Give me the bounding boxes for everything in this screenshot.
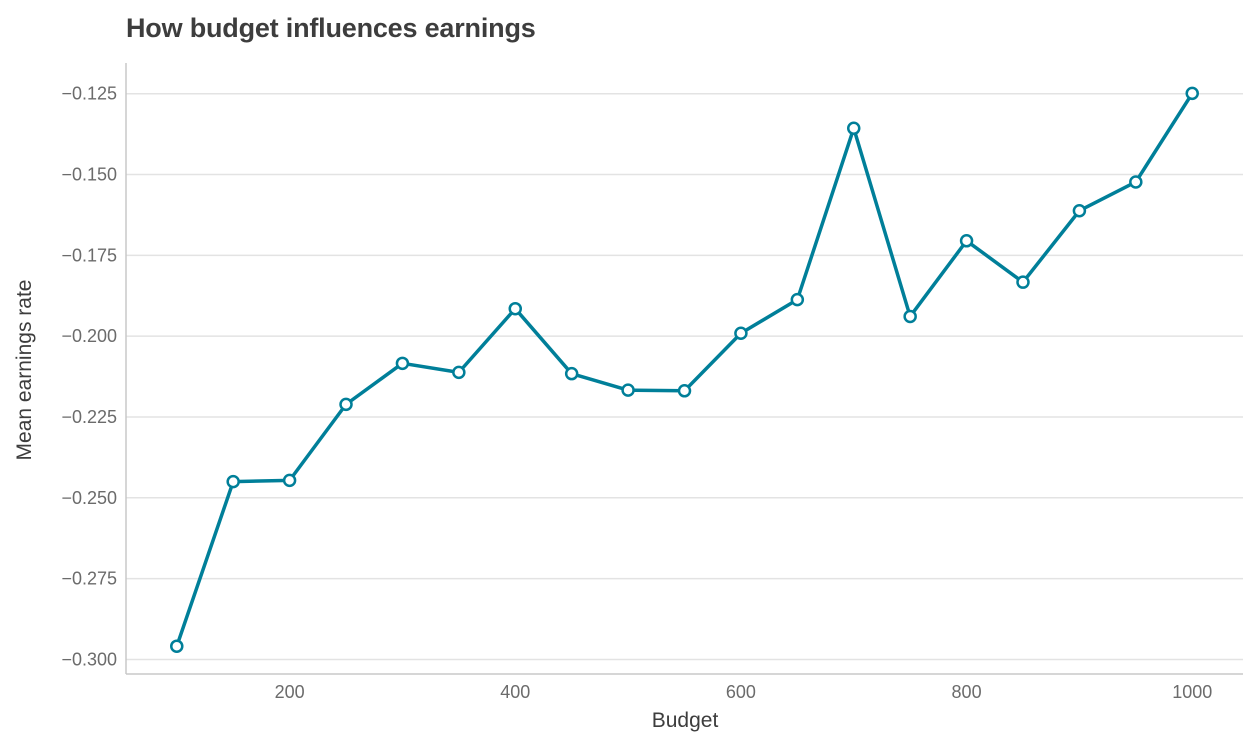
y-tick-label: −0.275 <box>61 569 117 589</box>
data-point <box>959 234 974 248</box>
data-point <box>677 384 692 398</box>
x-tick-label: 800 <box>952 682 982 702</box>
x-tick-label: 600 <box>726 682 756 702</box>
grid-lines <box>126 92 1243 661</box>
x-tick-label: 200 <box>275 682 305 702</box>
y-tick-label: −0.200 <box>61 326 117 346</box>
y-tick-label: −0.300 <box>61 649 117 669</box>
data-point <box>790 292 805 307</box>
x-tick-labels: 200 400 600 800 1000 <box>275 682 1213 702</box>
data-point <box>508 301 523 316</box>
data-point <box>339 397 353 412</box>
y-axis-title: Mean earnings rate <box>13 280 36 461</box>
data-point <box>846 121 861 136</box>
y-tick-label: −0.175 <box>61 245 117 265</box>
data-point <box>452 365 466 380</box>
data-point <box>282 473 297 488</box>
y-tick-label: −0.125 <box>61 84 117 104</box>
x-tick-label: 1000 <box>1172 682 1212 702</box>
data-point <box>734 326 748 341</box>
x-tick-label: 400 <box>500 682 530 702</box>
data-point <box>1129 175 1143 189</box>
axes <box>125 63 1243 675</box>
series-line <box>175 91 1194 648</box>
y-tick-label: −0.225 <box>61 407 117 427</box>
y-tick-label: −0.250 <box>61 488 117 508</box>
series-group <box>170 86 1199 653</box>
data-point <box>1016 275 1030 289</box>
chart-title: How budget influences earnings <box>126 13 536 43</box>
x-axis-title: Budget <box>652 709 719 732</box>
data-point <box>170 639 184 653</box>
data-point <box>903 309 917 324</box>
data-point <box>621 383 635 397</box>
y-tick-labels: −0.300 −0.275 −0.250 −0.225 −0.200 −0.175 −0.1… <box>61 84 117 670</box>
data-point <box>226 474 240 489</box>
data-point <box>395 356 410 371</box>
data-point <box>1185 86 1199 101</box>
data-point <box>564 366 579 381</box>
y-tick-label: −0.150 <box>61 165 117 185</box>
data-point <box>1072 203 1087 218</box>
